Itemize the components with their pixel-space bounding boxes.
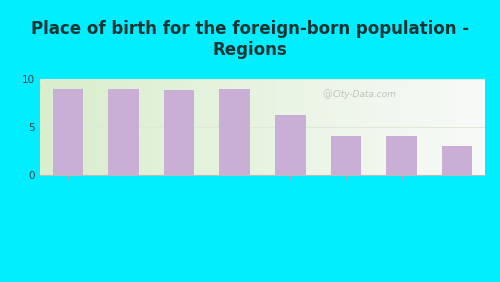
- Text: Place of birth for the foreign-born population -
Regions: Place of birth for the foreign-born popu…: [31, 20, 469, 59]
- Bar: [220, 89, 250, 175]
- Bar: [442, 146, 472, 175]
- Bar: [164, 89, 194, 175]
- Text: @: @: [322, 89, 332, 99]
- Bar: [330, 136, 361, 175]
- Bar: [275, 115, 306, 175]
- Bar: [108, 89, 138, 175]
- Bar: [52, 89, 83, 175]
- Text: City-Data.com: City-Data.com: [333, 90, 397, 99]
- Bar: [386, 136, 417, 175]
